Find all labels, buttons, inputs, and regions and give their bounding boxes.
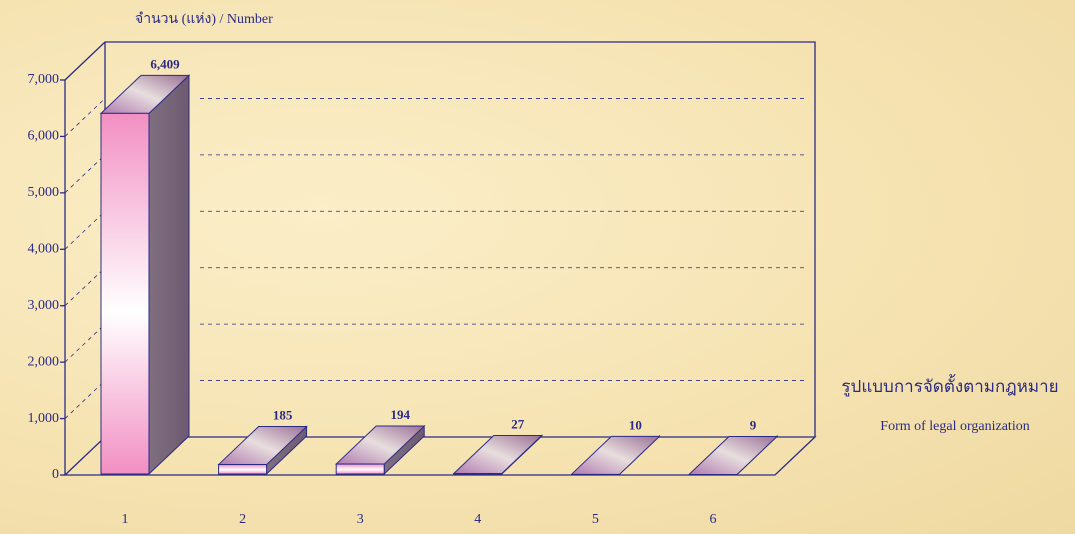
- y-axis-label: จำนวน (แห่ง) / Number: [135, 12, 273, 27]
- data-label: 6,409: [150, 56, 180, 71]
- data-label: 10: [629, 417, 642, 432]
- data-label: 185: [273, 408, 293, 423]
- x-tick-label: 5: [592, 512, 599, 527]
- x-axis-label: รูปแบบการจัดตั้งตามกฎหมาย: [841, 374, 1058, 397]
- bar: [100, 112, 150, 475]
- bar: [218, 464, 268, 475]
- data-label: 27: [511, 416, 525, 431]
- bar-top: [570, 435, 661, 475]
- x-tick-label: 1: [122, 512, 129, 527]
- grid-line: [64, 210, 106, 250]
- y-tick-label: 2,000: [28, 354, 60, 369]
- grid-line: [64, 323, 106, 363]
- bar-side: [148, 74, 190, 476]
- x-axis-label: Form of legal organization: [880, 419, 1029, 434]
- y-tick-label: 1,000: [28, 411, 60, 426]
- grid-line: [64, 154, 106, 194]
- y-tick-label: 4,000: [28, 242, 60, 257]
- x-tick-label: 3: [357, 512, 364, 527]
- y-tick-label: 6,000: [28, 129, 60, 144]
- x-tick-label: 6: [710, 512, 717, 527]
- grid-line: [64, 41, 106, 81]
- x-tick-label: 4: [474, 512, 481, 527]
- data-label: 9: [750, 417, 757, 432]
- bar: [335, 463, 385, 475]
- y-tick-label: 7,000: [28, 72, 60, 87]
- grid-line: [64, 380, 106, 419]
- bar-top: [687, 435, 779, 475]
- y-tick-label: 0: [52, 467, 59, 482]
- bar-top: [452, 434, 544, 474]
- data-label: 194: [390, 407, 410, 422]
- bar: [453, 472, 503, 475]
- y-tick-label: 3,000: [28, 298, 60, 313]
- x-tick-label: 2: [239, 512, 246, 527]
- grid-line: [64, 98, 106, 137]
- y-tick-label: 5,000: [28, 185, 60, 200]
- grid-line: [64, 267, 106, 307]
